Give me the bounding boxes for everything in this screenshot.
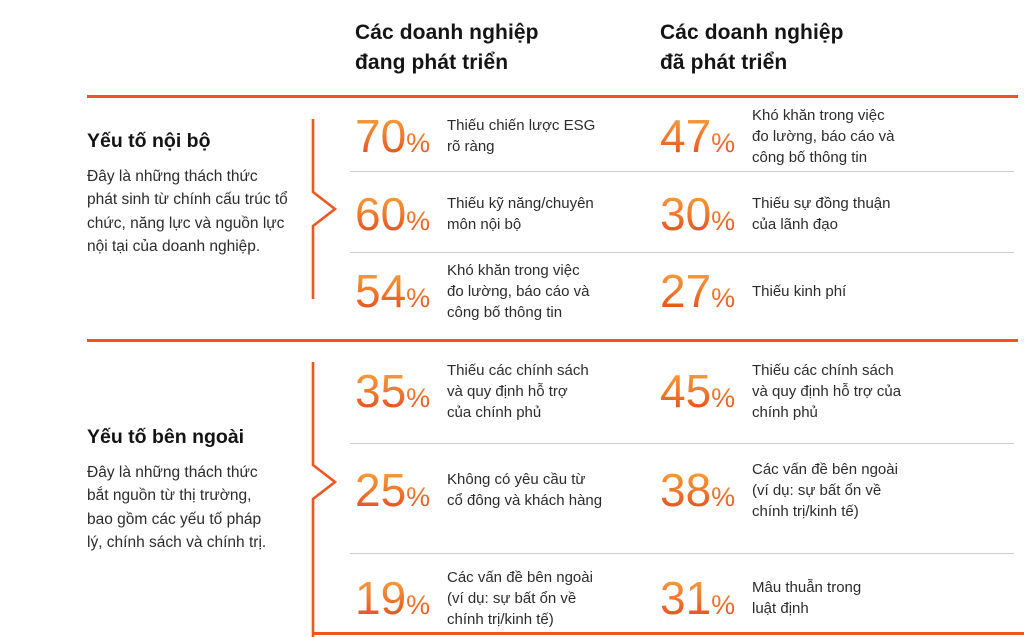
stat-row: 70% Thiếu chiến lược ESG rõ ràng 47% Khó… bbox=[0, 100, 1024, 172]
stat-row: 19% Các vấn đề bên ngoài (ví dụ: sự bất … bbox=[0, 558, 1024, 637]
stat-label: Khó khăn trong việc đo lường, báo cáo và… bbox=[752, 106, 895, 166]
stat: 25% bbox=[355, 467, 447, 513]
section-label-external: Yếu tố bên ngoài Đây là những thách thức… bbox=[87, 426, 315, 554]
stat: 35% bbox=[355, 368, 447, 414]
stat-label: Thiếu kỹ năng/chuyên môn nội bộ bbox=[447, 195, 594, 233]
stat-cell: 60% Thiếu kỹ năng/chuyên môn nội bộ bbox=[355, 178, 643, 250]
stat: 30% bbox=[660, 191, 752, 237]
stat-row: 25% Không có yêu cầu từ cổ đông và khách… bbox=[0, 450, 1024, 530]
stat-label: Thiếu chiến lược ESG rõ ràng bbox=[447, 117, 596, 155]
stat-value: 38 bbox=[660, 464, 712, 516]
stat-cell: 19% Các vấn đề bên ngoài (ví dụ: sự bất … bbox=[355, 558, 643, 637]
chevron-bracket-line bbox=[311, 119, 338, 299]
stat-cell: 27% Thiếu kinh phí bbox=[660, 254, 1024, 328]
section-divider-top bbox=[87, 95, 1018, 98]
stat-cell: 38% Các vấn đề bên ngoài (ví dụ: sự bất … bbox=[660, 450, 1024, 530]
percent-sign: % bbox=[711, 283, 736, 313]
stat-cell: 54% Khó khăn trong việc đo lường, báo cá… bbox=[355, 254, 643, 328]
section-divider-middle bbox=[87, 339, 1018, 342]
stat-value: 45 bbox=[660, 365, 712, 417]
stat-label: Thiếu sự đồng thuận của lãnh đạo bbox=[752, 195, 891, 233]
row-divider bbox=[350, 443, 1014, 444]
chevron-bracket-icon bbox=[311, 119, 338, 299]
stat: 19% bbox=[355, 575, 447, 621]
stat-label: Không có yêu cầu từ cổ đông và khách hàn… bbox=[447, 471, 603, 509]
chevron-bracket-line bbox=[311, 362, 338, 637]
stat: 60% bbox=[355, 191, 447, 237]
percent-sign: % bbox=[711, 482, 736, 512]
stat-value: 47 bbox=[660, 110, 712, 162]
stat-value: 60 bbox=[355, 188, 407, 240]
percent-sign: % bbox=[711, 206, 736, 236]
percent-sign: % bbox=[406, 383, 431, 413]
stat-label: Mâu thuẫn trong luật định bbox=[752, 579, 862, 617]
stat-value: 31 bbox=[660, 572, 712, 624]
stat-value: 27 bbox=[660, 265, 712, 317]
stat-cell: 47% Khó khăn trong việc đo lường, báo cá… bbox=[660, 100, 1024, 172]
stat-row: 54% Khó khăn trong việc đo lường, báo cá… bbox=[0, 254, 1024, 328]
stat-cell: 45% Thiếu các chính sách và quy định hỗ … bbox=[660, 352, 1024, 430]
percent-sign: % bbox=[406, 206, 431, 236]
stat-label: Thiếu các chính sách và quy định hỗ trợ … bbox=[447, 361, 589, 421]
stat: 38% bbox=[660, 467, 752, 513]
stat: 70% bbox=[355, 113, 447, 159]
stat-label: Các vấn đề bên ngoài (ví dụ: sự bất ổn v… bbox=[752, 460, 898, 520]
stat-value: 25 bbox=[355, 464, 407, 516]
chevron-bracket-icon bbox=[311, 362, 338, 637]
stat-cell: 25% Không có yêu cầu từ cổ đông và khách… bbox=[355, 450, 643, 530]
stat-label: Các vấn đề bên ngoài (ví dụ: sự bất ổn v… bbox=[447, 568, 593, 628]
stat-value: 54 bbox=[355, 265, 407, 317]
stat: 54% bbox=[355, 268, 447, 314]
percent-sign: % bbox=[406, 590, 431, 620]
percent-sign: % bbox=[406, 128, 431, 158]
stat-cell: 31% Mâu thuẫn trong luật định bbox=[660, 558, 1024, 637]
row-divider bbox=[350, 171, 1014, 172]
percent-sign: % bbox=[711, 383, 736, 413]
section-description-internal: Đây là những thách thức phát sinh từ chí… bbox=[87, 168, 288, 255]
stat-label: Thiếu kinh phí bbox=[752, 282, 847, 300]
stat-cell: 30% Thiếu sự đồng thuận của lãnh đạo bbox=[660, 178, 1024, 250]
section-description-external: Đây là những thách thức bắt nguồn từ thị… bbox=[87, 464, 267, 551]
section-title-external: Yếu tố bên ngoài bbox=[87, 426, 245, 448]
stat: 31% bbox=[660, 575, 752, 621]
percent-sign: % bbox=[406, 283, 431, 313]
section-title-internal: Yếu tố nội bộ bbox=[87, 130, 211, 152]
stat: 47% bbox=[660, 113, 752, 159]
stat-row: 60% Thiếu kỹ năng/chuyên môn nội bộ 30% … bbox=[0, 178, 1024, 250]
stat-cell: 70% Thiếu chiến lược ESG rõ ràng bbox=[355, 100, 643, 172]
percent-sign: % bbox=[711, 128, 736, 158]
column-header-developed: Các doanh nghiệp đã phát triển bbox=[660, 21, 844, 75]
stat-label: Thiếu các chính sách và quy định hỗ trợ … bbox=[752, 361, 902, 421]
row-divider bbox=[350, 252, 1014, 253]
stat-value: 19 bbox=[355, 572, 407, 624]
section-divider-bottom bbox=[313, 632, 1024, 635]
percent-sign: % bbox=[406, 482, 431, 512]
stat-value: 70 bbox=[355, 110, 407, 162]
stat-value: 35 bbox=[355, 365, 407, 417]
row-divider bbox=[350, 553, 1014, 554]
stat: 27% bbox=[660, 268, 752, 314]
stat-row: 35% Thiếu các chính sách và quy định hỗ … bbox=[0, 352, 1024, 430]
percent-sign: % bbox=[711, 590, 736, 620]
stat-cell: 35% Thiếu các chính sách và quy định hỗ … bbox=[355, 352, 643, 430]
stat-value: 30 bbox=[660, 188, 712, 240]
column-header-growing: Các doanh nghiệp đang phát triển bbox=[355, 21, 539, 75]
stat: 45% bbox=[660, 368, 752, 414]
stat-label: Khó khăn trong việc đo lường, báo cáo và… bbox=[447, 261, 590, 321]
section-label-internal: Yếu tố nội bộ Đây là những thách thức ph… bbox=[87, 130, 315, 258]
